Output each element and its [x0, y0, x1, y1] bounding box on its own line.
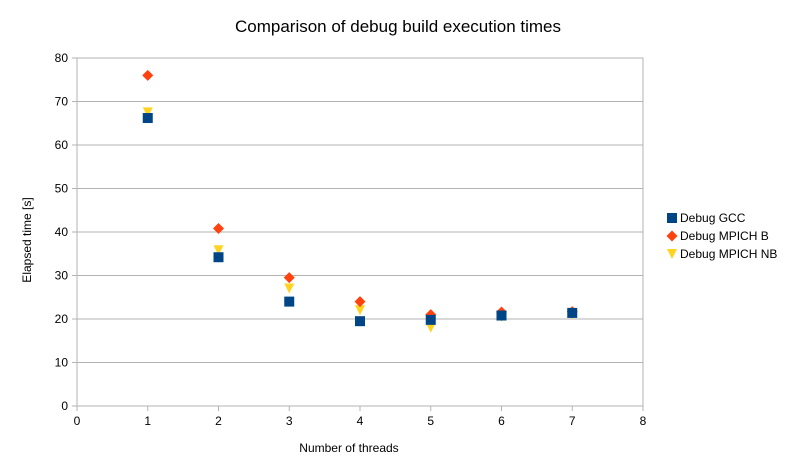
- data-point: [354, 296, 366, 308]
- series-diamond: [142, 69, 578, 321]
- tick-marks: [72, 57, 644, 411]
- data-marks: [142, 69, 578, 333]
- data-point: [355, 305, 365, 316]
- data-point: [213, 245, 224, 256]
- series-square: [142, 113, 578, 327]
- x-tick-label: 2: [215, 414, 222, 428]
- data-point: [142, 113, 153, 124]
- legend-label: Debug MPICH B: [680, 229, 769, 243]
- data-point: [567, 307, 578, 318]
- x-axis-title: Number of threads: [299, 441, 398, 455]
- x-tick-label: 7: [569, 414, 576, 428]
- legend-item: Debug MPICH B: [666, 229, 769, 243]
- y-tick-label: 40: [55, 225, 69, 239]
- legend-swatch: [667, 213, 677, 223]
- legend-swatch: [667, 249, 677, 259]
- x-tick-label: 4: [357, 414, 364, 428]
- legend-item: Debug MPICH NB: [667, 247, 777, 261]
- grid-lines: [77, 101, 643, 363]
- y-tick-label: 10: [55, 356, 69, 370]
- data-point: [142, 69, 154, 81]
- y-tick-label: 20: [55, 312, 69, 326]
- x-tick-label: 6: [498, 414, 505, 428]
- data-point: [425, 314, 436, 325]
- y-tick-label: 70: [55, 95, 69, 109]
- data-point: [425, 322, 436, 333]
- y-tick-label: 80: [55, 51, 69, 65]
- y-tick-label: 50: [55, 182, 69, 196]
- x-tick-labels: 0 1 2 3 4 5 6 7 8: [74, 414, 647, 428]
- data-point: [213, 223, 224, 235]
- chart-title: Comparison of debug build execution time…: [235, 17, 561, 36]
- y-tick-labels: 0 10 20 30 40 50 60 70 80: [55, 51, 69, 413]
- x-tick-label: 0: [74, 414, 81, 428]
- legend-swatch: [666, 230, 678, 242]
- y-tick-label: 30: [55, 269, 69, 283]
- x-tick-label: 5: [427, 414, 434, 428]
- y-axis-title: Elapsed time [s]: [20, 197, 34, 282]
- legend: Debug GCC Debug MPICH B Debug MPICH NB: [666, 211, 777, 261]
- data-point: [213, 252, 224, 263]
- legend-label: Debug MPICH NB: [680, 247, 777, 261]
- x-tick-label: 8: [640, 414, 647, 428]
- x-tick-label: 3: [286, 414, 293, 428]
- x-tick-label: 1: [144, 414, 151, 428]
- data-point: [284, 283, 295, 294]
- y-tick-label: 60: [55, 138, 69, 152]
- legend-item: Debug GCC: [667, 211, 746, 225]
- y-tick-label: 0: [61, 399, 68, 413]
- data-point: [496, 310, 507, 321]
- legend-label: Debug GCC: [680, 211, 746, 225]
- data-point: [284, 296, 295, 307]
- data-point: [283, 272, 295, 284]
- data-point: [142, 107, 153, 118]
- data-point: [355, 316, 365, 327]
